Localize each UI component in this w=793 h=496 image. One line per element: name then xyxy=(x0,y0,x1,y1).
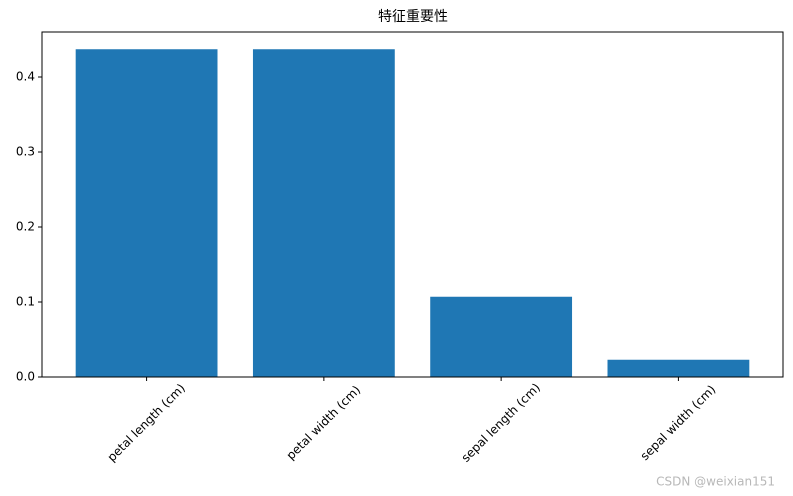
y-tick-label: 0.1 xyxy=(16,295,35,309)
chart-title: 特征重要性 xyxy=(378,9,448,25)
y-tick-label: 0.3 xyxy=(16,145,35,159)
y-tick-label: 0.4 xyxy=(16,70,35,84)
y-tick-label: 0.0 xyxy=(16,370,35,384)
y-tick-label: 0.2 xyxy=(16,220,35,234)
watermark: CSDN @weixian151 xyxy=(656,475,775,489)
bar xyxy=(430,296,573,377)
plot-frame xyxy=(41,31,784,378)
bar xyxy=(252,49,395,377)
bar xyxy=(75,49,218,377)
bar xyxy=(607,359,750,377)
